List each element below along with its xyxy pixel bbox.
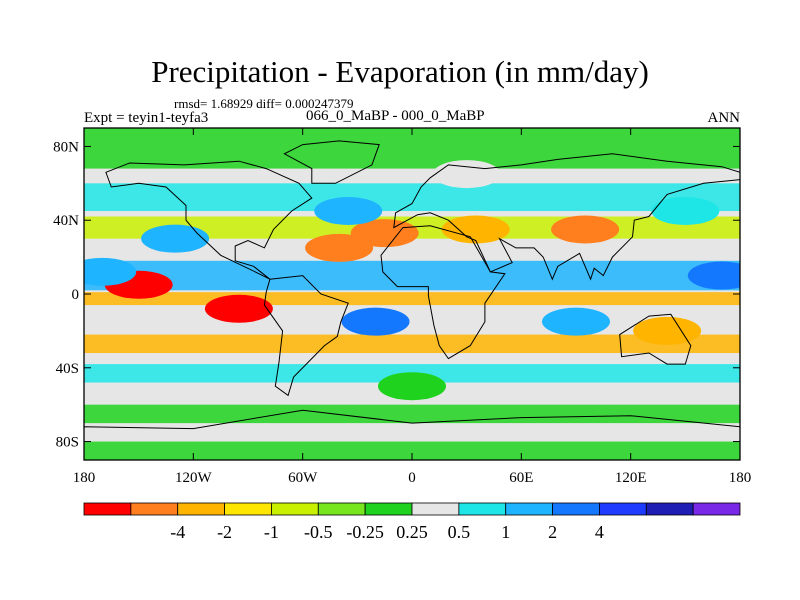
y-tick-label: 80N xyxy=(53,139,79,155)
experiment-label: Expt = teyin1-teyfa3 xyxy=(84,110,209,126)
axes: 180 120W 60W 0 60E 120E 180 80N 40N 0 40S 80S xyxy=(53,128,751,486)
colorbar-swatch xyxy=(692,502,741,516)
value-region xyxy=(633,316,702,345)
plot-title: Precipitation - Evaporation (in mm/day) xyxy=(151,54,649,89)
difference-case-label: 066_0_MaBP - 000_0_MaBP xyxy=(306,108,485,124)
stats-text: rmsd= 1.68929 diff= 0.000247379 xyxy=(174,96,354,111)
continent-outline-africa xyxy=(380,225,506,360)
value-region xyxy=(305,233,374,262)
continent-outline-south-america xyxy=(263,275,349,397)
x-tick-label: 180 xyxy=(729,470,752,486)
value-region xyxy=(341,307,410,336)
zonal-band xyxy=(84,334,740,354)
colorbar-label: 1 xyxy=(501,522,510,542)
zonal-band xyxy=(84,441,740,460)
x-tick-label: 120W xyxy=(175,470,213,486)
value-region xyxy=(350,219,419,248)
map-field xyxy=(84,128,740,460)
colorbar-label: -0.5 xyxy=(304,522,333,542)
value-region xyxy=(542,307,610,336)
y-tick-label: 80S xyxy=(56,435,79,451)
colorbar-swatch xyxy=(317,502,366,516)
zonal-band xyxy=(84,260,740,291)
value-region xyxy=(441,215,510,244)
colorbar-label: 4 xyxy=(595,522,604,542)
colorbar-swatch xyxy=(224,502,272,516)
colorbar-swatch xyxy=(505,502,553,516)
colorbar-swatch xyxy=(552,502,600,516)
colorbar-swatch xyxy=(177,502,225,516)
colorbar-label: -0.25 xyxy=(346,522,384,542)
colorbar-label: 0.5 xyxy=(448,522,471,542)
value-region xyxy=(378,372,446,401)
y-tick-label: 40N xyxy=(53,213,79,229)
colorbar-label: -4 xyxy=(170,522,185,542)
colorbar-swatch xyxy=(130,502,179,516)
colorbar: -4 -2 -1 -0.5 -0.25 0.25 0.5 1 2 4 xyxy=(83,502,741,542)
colorbar-swatch xyxy=(364,502,413,516)
colorbar-swatch xyxy=(411,502,460,516)
value-region xyxy=(687,261,740,290)
colorbar-swatch xyxy=(271,502,319,516)
value-region xyxy=(141,224,210,253)
value-region xyxy=(84,257,137,286)
continent-outline-antarctica xyxy=(84,409,740,460)
colorbar-swatch xyxy=(83,502,132,516)
continent-outline-australia xyxy=(619,313,692,365)
x-tick-label: 60W xyxy=(288,470,318,486)
colorbar-swatch xyxy=(599,502,647,516)
value-region xyxy=(432,160,501,189)
value-region xyxy=(651,197,720,225)
continent-outline-greenland xyxy=(283,140,380,184)
zonal-band xyxy=(84,183,740,211)
zonal-band xyxy=(84,292,740,306)
x-tick-label: 60E xyxy=(509,470,533,486)
x-tick-label: 0 xyxy=(408,470,416,486)
continent-outline-north-america xyxy=(105,160,313,280)
y-tick-label: 40S xyxy=(56,361,79,377)
continent-outlines xyxy=(84,140,740,460)
zonal-band xyxy=(84,404,740,424)
season-label: ANN xyxy=(707,110,741,126)
value-region xyxy=(314,197,383,225)
x-tick-label: 120E xyxy=(615,470,647,486)
colorbar-swatch xyxy=(645,502,694,516)
x-tick-label: 180 xyxy=(73,470,96,486)
colorbar-label: -2 xyxy=(217,522,232,542)
value-region xyxy=(204,294,273,323)
colorbar-label: -1 xyxy=(264,522,279,542)
colorbar-label: 2 xyxy=(548,522,557,542)
colorbar-label: 0.25 xyxy=(396,522,428,542)
value-region xyxy=(551,215,620,244)
y-tick-label: 0 xyxy=(72,287,80,303)
colorbar-swatch xyxy=(458,502,507,516)
continent-outline-eurasia xyxy=(393,153,740,281)
